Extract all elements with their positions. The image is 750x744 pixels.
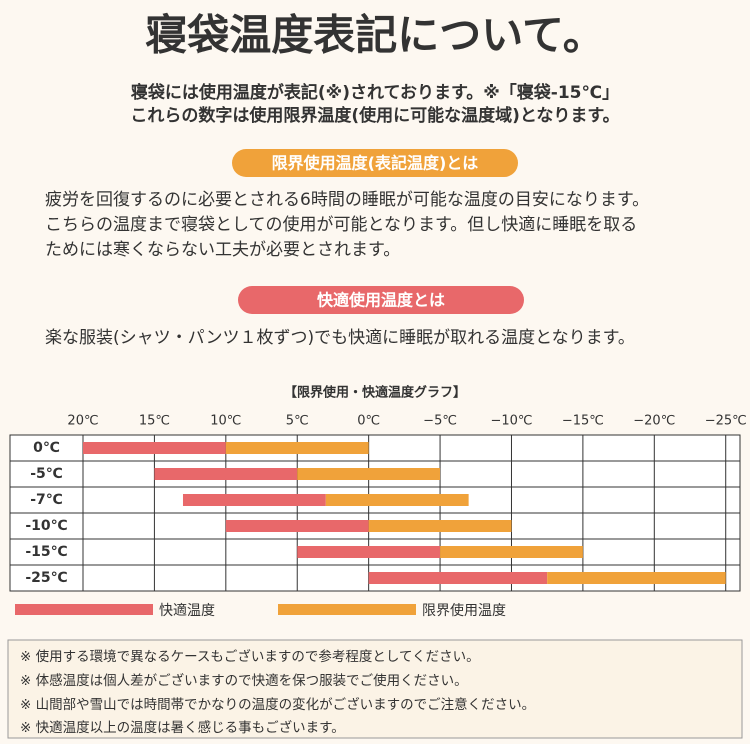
- section-pill: [232, 149, 518, 177]
- note: ※ 体感温度は個人差がございますので快適を保つ服装でご使用ください。: [20, 672, 468, 689]
- bar: [368, 572, 548, 584]
- row-label: -15℃: [25, 544, 67, 560]
- bar: [154, 468, 298, 480]
- row-label: -7℃: [30, 492, 63, 508]
- body-line: 疲労を回復するのに必要とされる6時間の睡眠が可能な温度の目安になります。: [45, 190, 649, 210]
- intro-line: 寝袋には使用温度が表記(※)されております。※「寝袋-15℃」: [131, 82, 619, 103]
- bar: [225, 442, 369, 454]
- row-label: -25℃: [25, 570, 67, 586]
- x-tick-label: 15℃: [139, 414, 170, 429]
- x-tick-label: 10℃: [210, 414, 241, 429]
- x-tick-label: 0℃: [357, 414, 380, 429]
- section-heading: 快適使用温度とは: [317, 291, 445, 310]
- x-tick-label: −5℃: [423, 414, 457, 429]
- note: ※ 使用する環境で異なるケースもございますので参考程度としてください。: [20, 648, 480, 665]
- x-tick-label: 5℃: [286, 414, 309, 429]
- body-line: ためには寒くならない工夫が必要とされます。: [45, 240, 400, 260]
- legend-label: 快適温度: [159, 602, 215, 619]
- bar: [297, 468, 441, 480]
- row-label: -10℃: [25, 518, 67, 534]
- legend-swatch: [15, 604, 153, 615]
- legend-swatch: [278, 604, 416, 615]
- title: 寝袋温度表記について。: [145, 11, 604, 60]
- bar: [547, 572, 726, 584]
- x-tick-label: 20℃: [67, 414, 98, 429]
- row-label: 0℃: [33, 440, 60, 456]
- bar: [297, 546, 441, 558]
- note: ※ 快適温度以上の温度は暑く感じる事もございます。: [20, 719, 345, 736]
- legend-label: 限界使用温度: [422, 602, 506, 619]
- bar: [182, 494, 326, 506]
- intro-line: これらの数字は使用限界温度(使用に可能な温度域)となります。: [130, 105, 619, 126]
- row-label: -5℃: [30, 466, 63, 482]
- body-line: 楽な服装(シャツ・パンツ１枚ずつ)でも快適に睡眠が取れる温度となります。: [45, 328, 635, 348]
- section-heading: 限界使用温度(表記温度)とは: [272, 154, 479, 173]
- x-tick-label: −25℃: [705, 414, 747, 429]
- bar: [440, 546, 583, 558]
- note: ※ 山間部や雪山では時間帯でかなりの温度の変化がございますのでご注意ください。: [20, 696, 535, 713]
- body-line: こちらの温度まで寝袋としての使用が可能となります。但し快適に睡眠を取る: [45, 214, 637, 235]
- bar: [225, 520, 369, 532]
- x-tick-label: −10℃: [490, 414, 532, 429]
- x-tick-label: −15℃: [562, 414, 604, 429]
- chart-title: 【限界使用・快適温度グラフ】: [284, 385, 466, 401]
- x-tick-label: −20℃: [633, 414, 675, 429]
- section-pill: [238, 286, 524, 314]
- notes-box: [7, 639, 743, 739]
- bar: [83, 442, 226, 454]
- bar: [325, 494, 469, 506]
- bar: [368, 520, 512, 532]
